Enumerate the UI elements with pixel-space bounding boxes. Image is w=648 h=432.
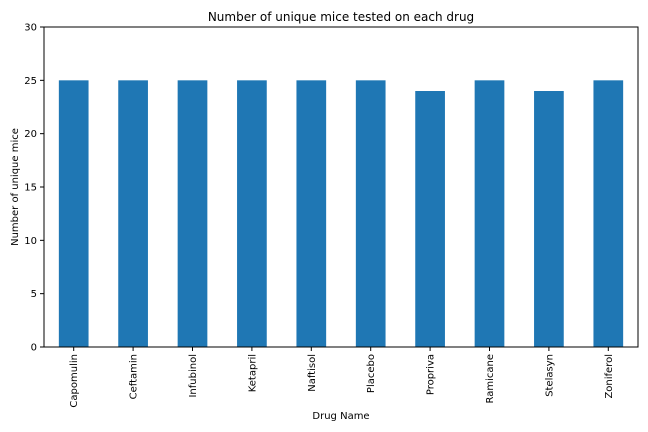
plot-frame (43, 26, 639, 348)
x-tick-label: Capomulin (69, 354, 80, 408)
x-tick-label: Ramicane (485, 354, 496, 404)
bar-ketapril (237, 80, 267, 347)
bar-naftisol (296, 80, 327, 347)
bar-zoniferol (593, 80, 624, 347)
bar-capomulin (58, 80, 89, 347)
bars-group (58, 80, 624, 347)
bar-propriva (415, 91, 445, 347)
y-axis-label: Number of unique mice (10, 128, 21, 246)
bar-infubinol (177, 80, 208, 347)
y-tick-label: 0 (31, 343, 37, 354)
y-tick-label: 20 (24, 129, 37, 140)
x-tick-label: Ceftamin (129, 354, 140, 399)
x-axis: Capomulin Ceftamin Infubinol Ketapril Naftis… (69, 347, 615, 408)
x-tick-label: Infubinol (188, 354, 199, 398)
x-tick-label: Stelasyn (544, 354, 555, 397)
y-tick-label: 5 (31, 289, 37, 300)
chart-title: Number of unique mice tested on each dru… (208, 10, 474, 24)
x-tick-label: Zoniferol (604, 354, 615, 399)
y-tick-label: 10 (24, 236, 37, 247)
bar-ceftamin (118, 80, 148, 347)
x-axis-label: Drug Name (312, 411, 369, 422)
x-tick-label: Ketapril (247, 354, 258, 392)
y-tick-label: 30 (24, 23, 37, 34)
y-tick-label: 25 (24, 76, 37, 87)
y-axis: 0 5 10 15 20 25 30 (24, 23, 44, 354)
y-tick-label: 15 (24, 183, 37, 194)
bar-placebo (355, 80, 386, 347)
x-tick-label: Naftisol (307, 354, 318, 392)
x-tick-label: Propriva (426, 354, 437, 395)
bar-stelasyn (534, 91, 564, 347)
bar-ramicane (474, 80, 505, 347)
x-tick-label: Placebo (366, 354, 377, 393)
